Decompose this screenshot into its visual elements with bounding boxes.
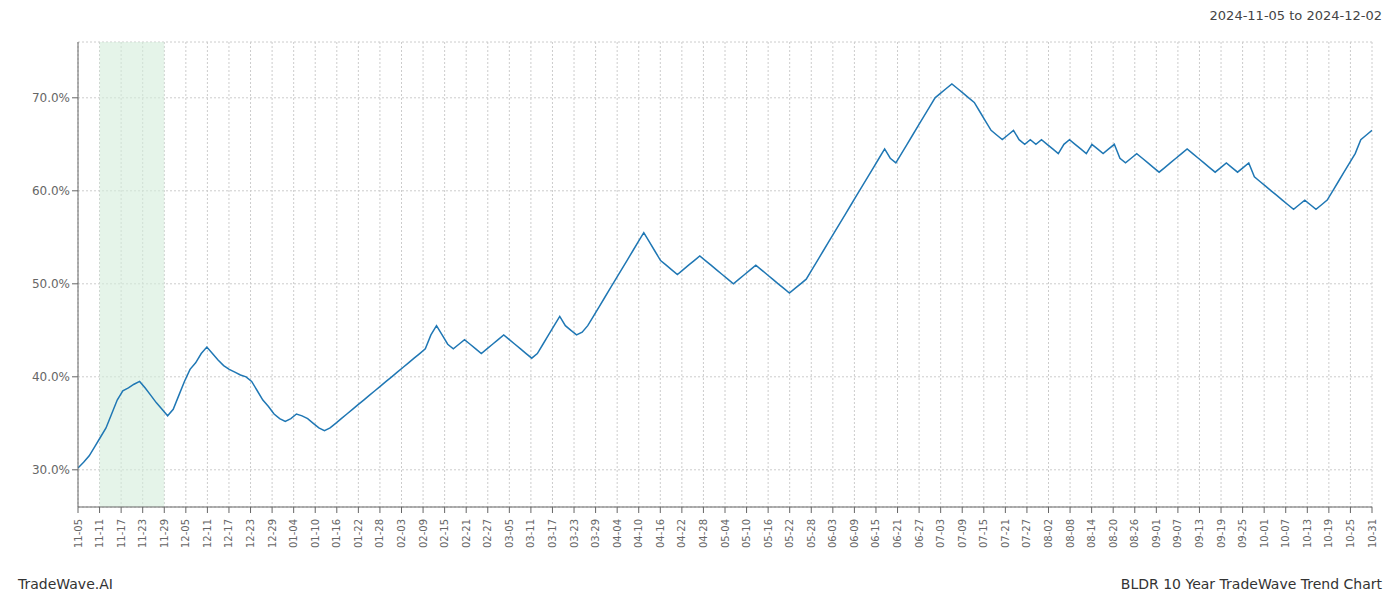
svg-text:06-03: 06-03 [827,519,838,548]
svg-text:05-28: 05-28 [806,519,817,548]
svg-text:04-22: 04-22 [676,519,687,548]
svg-text:01-28: 01-28 [374,519,385,548]
svg-text:10-25: 10-25 [1345,519,1356,548]
svg-text:06-15: 06-15 [870,519,881,548]
svg-text:03-11: 03-11 [525,519,536,548]
svg-text:09-25: 09-25 [1237,519,1248,548]
svg-text:12-23: 12-23 [245,519,256,548]
svg-text:07-03: 07-03 [935,519,946,548]
svg-text:04-28: 04-28 [698,519,709,548]
svg-text:08-26: 08-26 [1129,519,1140,548]
svg-text:11-29: 11-29 [159,519,170,548]
html-text:TradeWave.AI: TradeWave.AI [18,576,113,592]
svg-text:70.0%: 70.0% [32,91,70,105]
svg-text:04-10: 04-10 [633,519,644,548]
svg-text:02-27: 02-27 [482,519,493,548]
svg-text:09-01: 09-01 [1151,519,1162,548]
svg-text:10-31: 10-31 [1367,519,1378,548]
svg-text:01-10: 01-10 [310,519,321,548]
svg-text:04-04: 04-04 [612,519,623,548]
svg-text:09-19: 09-19 [1216,519,1227,548]
html-text:BLDR 10 Year TradeWave Trend C: BLDR 10 Year TradeWave Trend Chart [1120,576,1382,592]
svg-text:05-16: 05-16 [763,519,774,548]
svg-text:10-13: 10-13 [1302,519,1313,548]
svg-text:08-02: 08-02 [1043,519,1054,548]
html-text:2024-11-05 to 2024-12-02: 2024-11-05 to 2024-12-02 [1209,8,1382,23]
svg-text:02-21: 02-21 [461,519,472,548]
svg-text:02-09: 02-09 [418,519,429,548]
svg-text:05-22: 05-22 [784,519,795,548]
svg-text:09-07: 09-07 [1172,519,1183,548]
svg-text:06-27: 06-27 [914,519,925,548]
svg-text:02-03: 02-03 [396,519,407,548]
svg-text:01-04: 01-04 [288,519,299,548]
svg-text:07-15: 07-15 [978,519,989,548]
svg-text:12-17: 12-17 [223,519,234,548]
svg-text:03-17: 03-17 [547,519,558,548]
svg-text:07-27: 07-27 [1021,519,1032,548]
svg-text:07-09: 07-09 [957,519,968,548]
svg-text:11-17: 11-17 [116,519,127,548]
svg-text:06-09: 06-09 [849,519,860,548]
svg-text:03-05: 03-05 [504,519,515,548]
svg-text:07-21: 07-21 [1000,519,1011,548]
svg-text:11-11: 11-11 [94,519,105,548]
svg-text:10-01: 10-01 [1259,519,1270,548]
svg-text:02-15: 02-15 [439,519,450,548]
svg-text:08-14: 08-14 [1086,519,1097,548]
svg-text:06-21: 06-21 [892,519,903,548]
svg-text:11-05: 11-05 [73,519,84,548]
svg-text:05-10: 05-10 [741,519,752,548]
svg-text:03-23: 03-23 [569,519,580,548]
svg-text:11-23: 11-23 [137,519,148,548]
svg-text:10-07: 10-07 [1280,519,1291,548]
svg-text:09-13: 09-13 [1194,519,1205,548]
svg-text:12-29: 12-29 [267,519,278,548]
svg-text:60.0%: 60.0% [32,184,70,198]
svg-text:08-20: 08-20 [1108,519,1119,548]
svg-text:03-29: 03-29 [590,519,601,548]
svg-text:12-11: 12-11 [202,519,213,548]
svg-text:05-04: 05-04 [720,519,731,548]
svg-text:40.0%: 40.0% [32,370,70,384]
svg-text:04-16: 04-16 [655,519,666,548]
svg-text:30.0%: 30.0% [32,463,70,477]
svg-text:08-08: 08-08 [1065,519,1076,548]
svg-text:12-05: 12-05 [180,519,191,548]
svg-text:01-16: 01-16 [331,519,342,548]
svg-text:50.0%: 50.0% [32,277,70,291]
svg-text:01-22: 01-22 [353,519,364,548]
svg-text:10-19: 10-19 [1323,519,1334,548]
